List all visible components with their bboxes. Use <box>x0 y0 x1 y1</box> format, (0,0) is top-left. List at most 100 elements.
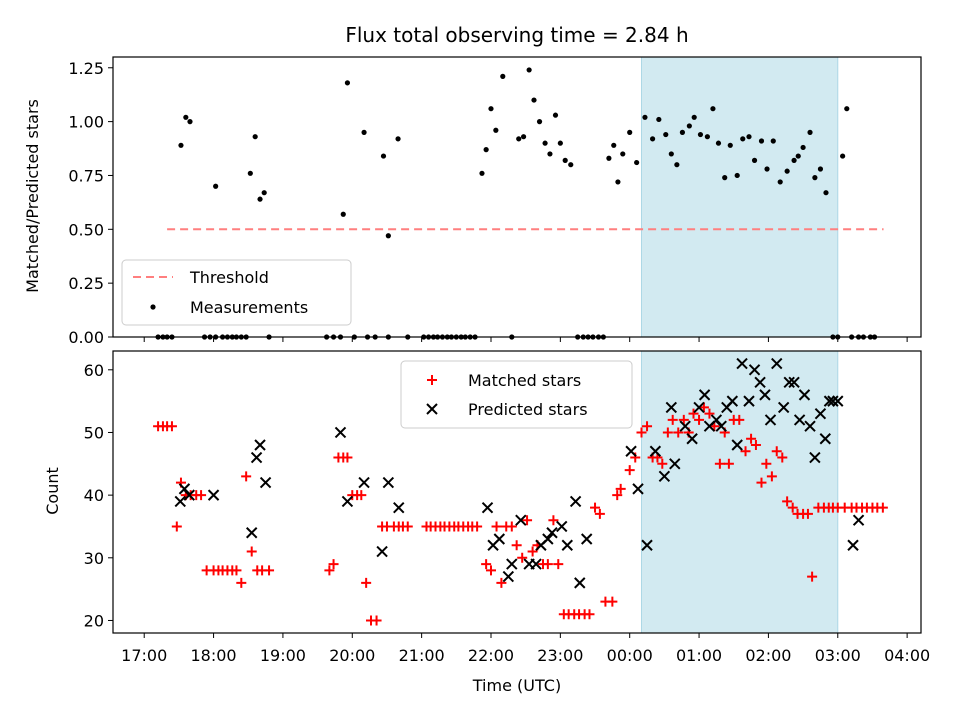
data-point <box>847 539 859 551</box>
data-point <box>777 401 790 414</box>
data-point <box>569 495 582 508</box>
series-matched-stars <box>153 402 888 626</box>
data-point <box>520 134 527 140</box>
data-point <box>590 502 601 513</box>
data-point <box>183 489 195 501</box>
data-point <box>783 376 795 389</box>
data-point <box>771 446 782 457</box>
legend: Threshold Measurements <box>121 259 352 326</box>
x-tick-label: 20:00 <box>329 646 375 665</box>
y-tick-label: 0.25 <box>68 274 104 293</box>
data-point <box>667 414 678 425</box>
data-point <box>734 414 745 425</box>
data-point <box>627 129 633 135</box>
data-point <box>481 501 494 514</box>
data-point <box>502 570 515 583</box>
legend-matched-label: Matched stars <box>468 371 581 390</box>
data-point <box>536 119 543 125</box>
data-point <box>649 445 662 457</box>
data-point <box>246 546 257 557</box>
data-point <box>807 571 818 582</box>
data-point <box>580 533 593 545</box>
data-point <box>736 357 748 370</box>
legend-matched-swatch <box>427 375 437 385</box>
data-point <box>723 458 734 469</box>
legend-predicted-swatch <box>426 403 438 415</box>
data-point <box>852 514 865 526</box>
data-point <box>174 495 186 508</box>
data-point <box>743 395 755 407</box>
data-point <box>770 138 776 144</box>
data-point <box>606 155 612 161</box>
data-point <box>231 565 242 576</box>
data-point <box>809 451 821 464</box>
data-point <box>496 577 507 588</box>
data-point <box>483 147 489 153</box>
data-point <box>493 127 499 133</box>
x-tick-label: 19:00 <box>260 646 306 665</box>
data-point <box>574 577 586 589</box>
plot-frame <box>112 350 922 634</box>
data-point <box>553 559 564 570</box>
data-point <box>759 389 771 401</box>
x-tick-label: 23:00 <box>537 646 583 665</box>
data-point <box>615 483 626 494</box>
y-tick-label: 0.50 <box>68 220 104 239</box>
data-point <box>704 134 710 140</box>
data-point <box>356 490 367 501</box>
data-point <box>493 533 506 545</box>
data-point <box>669 458 681 470</box>
data-point <box>715 420 727 432</box>
data-point <box>758 138 765 144</box>
data-point <box>777 452 788 463</box>
data-point <box>714 458 725 469</box>
data-point <box>840 153 846 159</box>
top-y-axis-label: Matched/Predicted stars <box>23 99 42 293</box>
series-predicted-stars <box>174 357 865 589</box>
data-point <box>491 521 502 532</box>
x-tick-label: 03:00 <box>815 646 861 665</box>
data-point <box>693 401 705 414</box>
y-tick-label: 1.00 <box>68 113 104 132</box>
data-point <box>686 433 698 445</box>
data-point <box>679 420 691 432</box>
data-point <box>697 131 704 138</box>
data-point <box>740 136 746 142</box>
data-point <box>691 114 697 120</box>
data-point <box>726 395 739 407</box>
data-point <box>472 521 483 532</box>
data-point <box>698 389 711 401</box>
data-point <box>663 131 669 138</box>
legend-predicted-label: Predicted stars <box>468 400 588 419</box>
data-point <box>568 162 574 168</box>
y-tick-label: 0.00 <box>68 328 104 347</box>
data-point <box>787 502 798 513</box>
y-tick-label: 50 <box>84 423 104 442</box>
data-point <box>522 515 533 526</box>
data-point <box>166 421 177 432</box>
data-point <box>788 376 800 389</box>
data-point <box>395 136 401 142</box>
data-point <box>481 559 492 570</box>
data-point <box>361 129 367 135</box>
data-point <box>247 170 253 176</box>
data-point <box>542 533 554 545</box>
x-tick-label: 18:00 <box>191 646 237 665</box>
data-point <box>380 153 387 159</box>
data-point <box>342 452 353 463</box>
data-point <box>340 211 346 217</box>
data-point <box>506 558 518 570</box>
legend-measurement-label: Measurements <box>190 298 308 317</box>
data-point <box>530 558 542 570</box>
data-point <box>766 471 777 482</box>
data-point <box>771 357 783 370</box>
data-point <box>542 140 548 146</box>
legend-box <box>400 360 633 429</box>
data-point <box>673 427 684 438</box>
data-point <box>748 364 761 376</box>
data-point <box>207 489 220 501</box>
data-point <box>382 476 395 489</box>
data-point <box>561 539 573 551</box>
data-point <box>740 446 751 457</box>
